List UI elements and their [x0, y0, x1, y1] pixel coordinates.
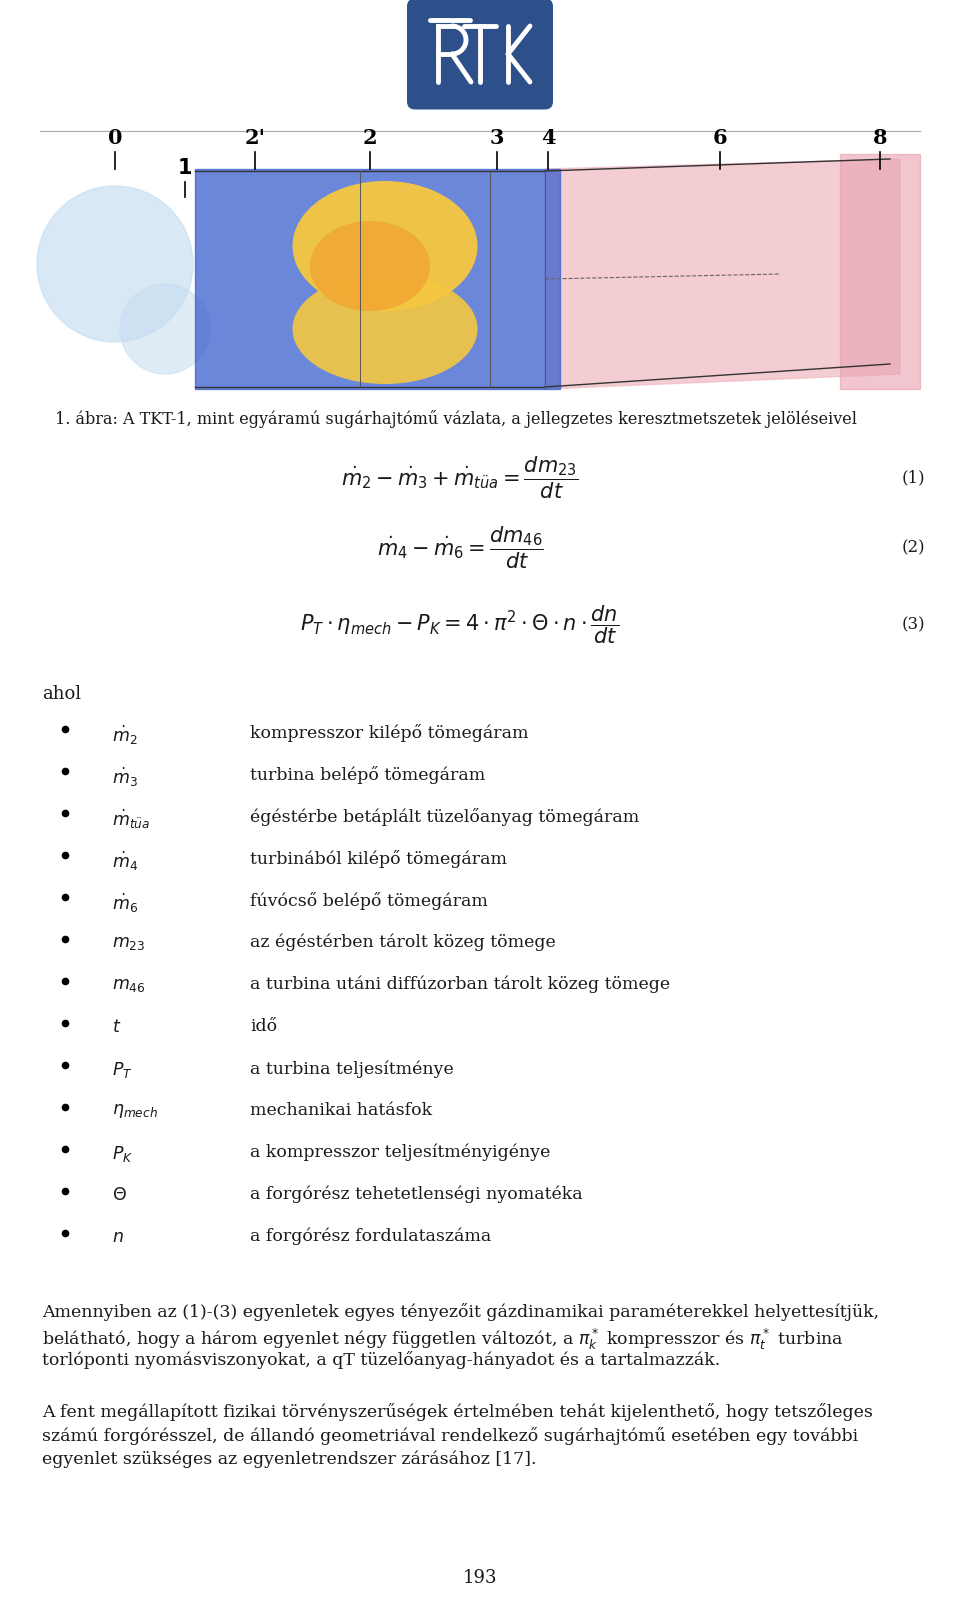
Text: (2): (2)	[901, 539, 925, 557]
Text: $\dot{m}_6$: $\dot{m}_6$	[112, 891, 138, 915]
Polygon shape	[195, 170, 560, 390]
Text: 3: 3	[490, 128, 504, 148]
Text: turbinából kilépő tömegáram: turbinából kilépő tömegáram	[250, 849, 507, 867]
Text: (3): (3)	[901, 616, 925, 632]
Text: belátható, hogy a három egyenlet négy független változót, a $\pi_k^*$ kompresszo: belátható, hogy a három egyenlet négy fü…	[42, 1326, 844, 1351]
Text: a kompresszor teljesítményigénye: a kompresszor teljesítményigénye	[250, 1143, 550, 1160]
Text: $\dot{m}_2 - \dot{m}_3 + \dot{m}_{t\ddot{u}a} = \dfrac{dm_{23}}{dt}$: $\dot{m}_2 - \dot{m}_3 + \dot{m}_{t\ddot…	[341, 454, 579, 501]
Text: Amennyiben az (1)-(3) egyenletek egyes tényezőit gázdinamikai paraméterekkel hel: Amennyiben az (1)-(3) egyenletek egyes t…	[42, 1302, 879, 1321]
Text: 1. ábra: A TKT-1, mint egyáramú sugárhajtómű vázlata, a jellegzetes keresztmetsz: 1. ábra: A TKT-1, mint egyáramú sugárhaj…	[55, 409, 857, 429]
Text: (1): (1)	[901, 469, 925, 486]
Text: egyenlet szükséges az egyenletrendszer zárásához [17].: egyenlet szükséges az egyenletrendszer z…	[42, 1449, 537, 1467]
Text: a forgórész tehetetlenségi nyomatéka: a forgórész tehetetlenségi nyomatéka	[250, 1184, 583, 1202]
Text: az égéstérben tárolt közeg tömege: az égéstérben tárolt közeg tömege	[250, 934, 556, 950]
Text: idő: idő	[250, 1018, 277, 1034]
Text: $m_{23}$: $m_{23}$	[112, 934, 145, 952]
Text: 4: 4	[540, 128, 555, 148]
Text: $\dot{m}_3$: $\dot{m}_3$	[112, 766, 138, 788]
Text: $t$: $t$	[112, 1018, 121, 1035]
FancyBboxPatch shape	[407, 0, 553, 111]
Text: torlóponti nyomásviszonyokat, a qT tüzelőanyag-hányadot és a tartalmazzák.: torlóponti nyomásviszonyokat, a qT tüzel…	[42, 1350, 720, 1367]
Text: mechanikai hatásfok: mechanikai hatásfok	[250, 1101, 432, 1119]
Ellipse shape	[293, 181, 477, 311]
Text: $\dot{m}_{t\ddot{u}a}$: $\dot{m}_{t\ddot{u}a}$	[112, 807, 150, 831]
Text: égéstérbe betáplált tüzelőanyag tömegáram: égéstérbe betáplált tüzelőanyag tömegára…	[250, 807, 639, 825]
Text: számú forgórésszel, de állandó geometriával rendelkező sugárhajtómű esetében egy: számú forgórésszel, de állandó geometriá…	[42, 1427, 858, 1444]
Text: 0: 0	[108, 128, 122, 148]
Ellipse shape	[293, 274, 477, 385]
Text: $P_T \cdot \eta_{mech} - P_K = 4 \cdot \pi^2 \cdot \Theta \cdot n \cdot \dfrac{d: $P_T \cdot \eta_{mech} - P_K = 4 \cdot \…	[300, 603, 619, 645]
Text: $\Theta$: $\Theta$	[112, 1184, 127, 1204]
Text: $\dot{m}_4$: $\dot{m}_4$	[112, 849, 138, 873]
Text: kompresszor kilépő tömegáram: kompresszor kilépő tömegáram	[250, 724, 529, 742]
Text: $\eta_{mech}$: $\eta_{mech}$	[112, 1101, 157, 1119]
Text: turbina belépő tömegáram: turbina belépő tömegáram	[250, 766, 485, 783]
Polygon shape	[545, 160, 900, 390]
Text: $P_K$: $P_K$	[112, 1143, 133, 1164]
Text: 6: 6	[712, 128, 728, 148]
Circle shape	[37, 186, 193, 343]
Text: $m_{46}$: $m_{46}$	[112, 976, 146, 993]
Text: a turbina utáni diffúzorban tárolt közeg tömege: a turbina utáni diffúzorban tárolt közeg…	[250, 976, 670, 993]
Text: 2: 2	[363, 128, 377, 148]
Text: 1: 1	[178, 157, 192, 178]
Text: a forgórész fordulataszáma: a forgórész fordulataszáma	[250, 1228, 492, 1245]
Circle shape	[120, 284, 210, 374]
Text: 193: 193	[463, 1568, 497, 1586]
Text: $\dot{m}_2$: $\dot{m}_2$	[112, 724, 137, 746]
Text: fúvócső belépő tömegáram: fúvócső belépő tömegáram	[250, 891, 488, 910]
Polygon shape	[840, 156, 920, 390]
Text: 2': 2'	[245, 128, 266, 148]
Text: ahol: ahol	[42, 685, 82, 703]
Text: $\dot{m}_4 - \dot{m}_6 = \dfrac{dm_{46}}{dt}$: $\dot{m}_4 - \dot{m}_6 = \dfrac{dm_{46}}…	[376, 525, 543, 571]
Text: a turbina teljesítménye: a turbina teljesítménye	[250, 1059, 454, 1077]
Ellipse shape	[310, 221, 430, 311]
Text: 8: 8	[873, 128, 887, 148]
Text: $n$: $n$	[112, 1228, 124, 1245]
Text: A fent megállapított fizikai törvényszerűségek értelmében tehát kijelenthető, ho: A fent megállapított fizikai törvényszer…	[42, 1403, 873, 1420]
Text: $P_T$: $P_T$	[112, 1059, 132, 1079]
